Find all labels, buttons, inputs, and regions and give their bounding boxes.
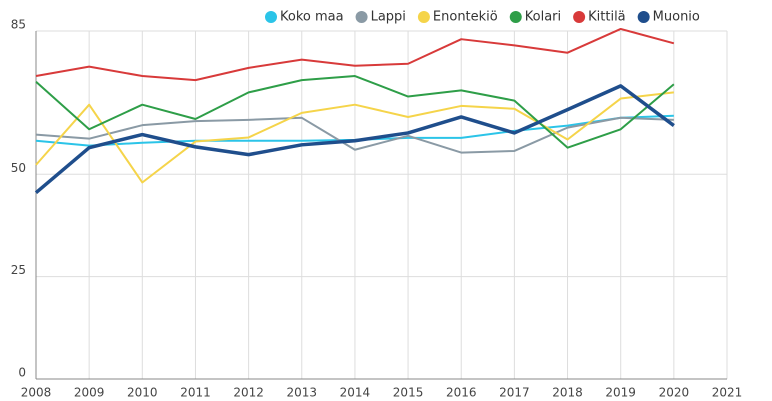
legend-marker: [355, 11, 368, 23]
x-tick-label: 2009: [74, 386, 105, 400]
line: [34, 84, 675, 195]
x-tick-label: 2018: [552, 386, 583, 400]
y-tick-label: 50: [11, 161, 26, 175]
x-tick-label: 2017: [499, 386, 530, 400]
legend-label: Kolari: [525, 10, 561, 25]
line: [35, 91, 674, 184]
y-tick-label: 0: [18, 366, 26, 380]
legend-label: Muonio: [653, 10, 700, 25]
legend-marker: [509, 11, 522, 23]
legend-marker: [265, 11, 277, 23]
line: [35, 116, 674, 154]
legend-label: Enontekiö: [433, 10, 498, 25]
x-tick-label: 2014: [340, 386, 371, 400]
legend-label: Koko maa: [280, 10, 344, 25]
legend-marker: [637, 11, 650, 23]
x-tick-label: 2012: [233, 386, 264, 400]
line: [35, 27, 675, 82]
x-tick-label: 2020: [659, 386, 690, 400]
x-tick-label: 2011: [180, 386, 211, 400]
legend-marker: [417, 11, 430, 23]
x-tick-label: 2019: [605, 386, 636, 400]
y-tick-label: 25: [11, 263, 26, 277]
y-tick-label: 85: [11, 18, 26, 32]
legend-marker: [573, 11, 586, 23]
x-tick-label: 2008: [21, 386, 52, 400]
x-tick-label: 2010: [127, 386, 158, 400]
x-tick-label: 2021: [712, 386, 743, 400]
x-tick-label: 2013: [286, 386, 317, 400]
legend-label: Kittilä: [588, 10, 626, 25]
line: [35, 75, 675, 149]
legend-label: Lappi: [371, 10, 406, 25]
x-tick-label: 2016: [446, 386, 477, 400]
x-tick-label: 2015: [393, 386, 424, 400]
